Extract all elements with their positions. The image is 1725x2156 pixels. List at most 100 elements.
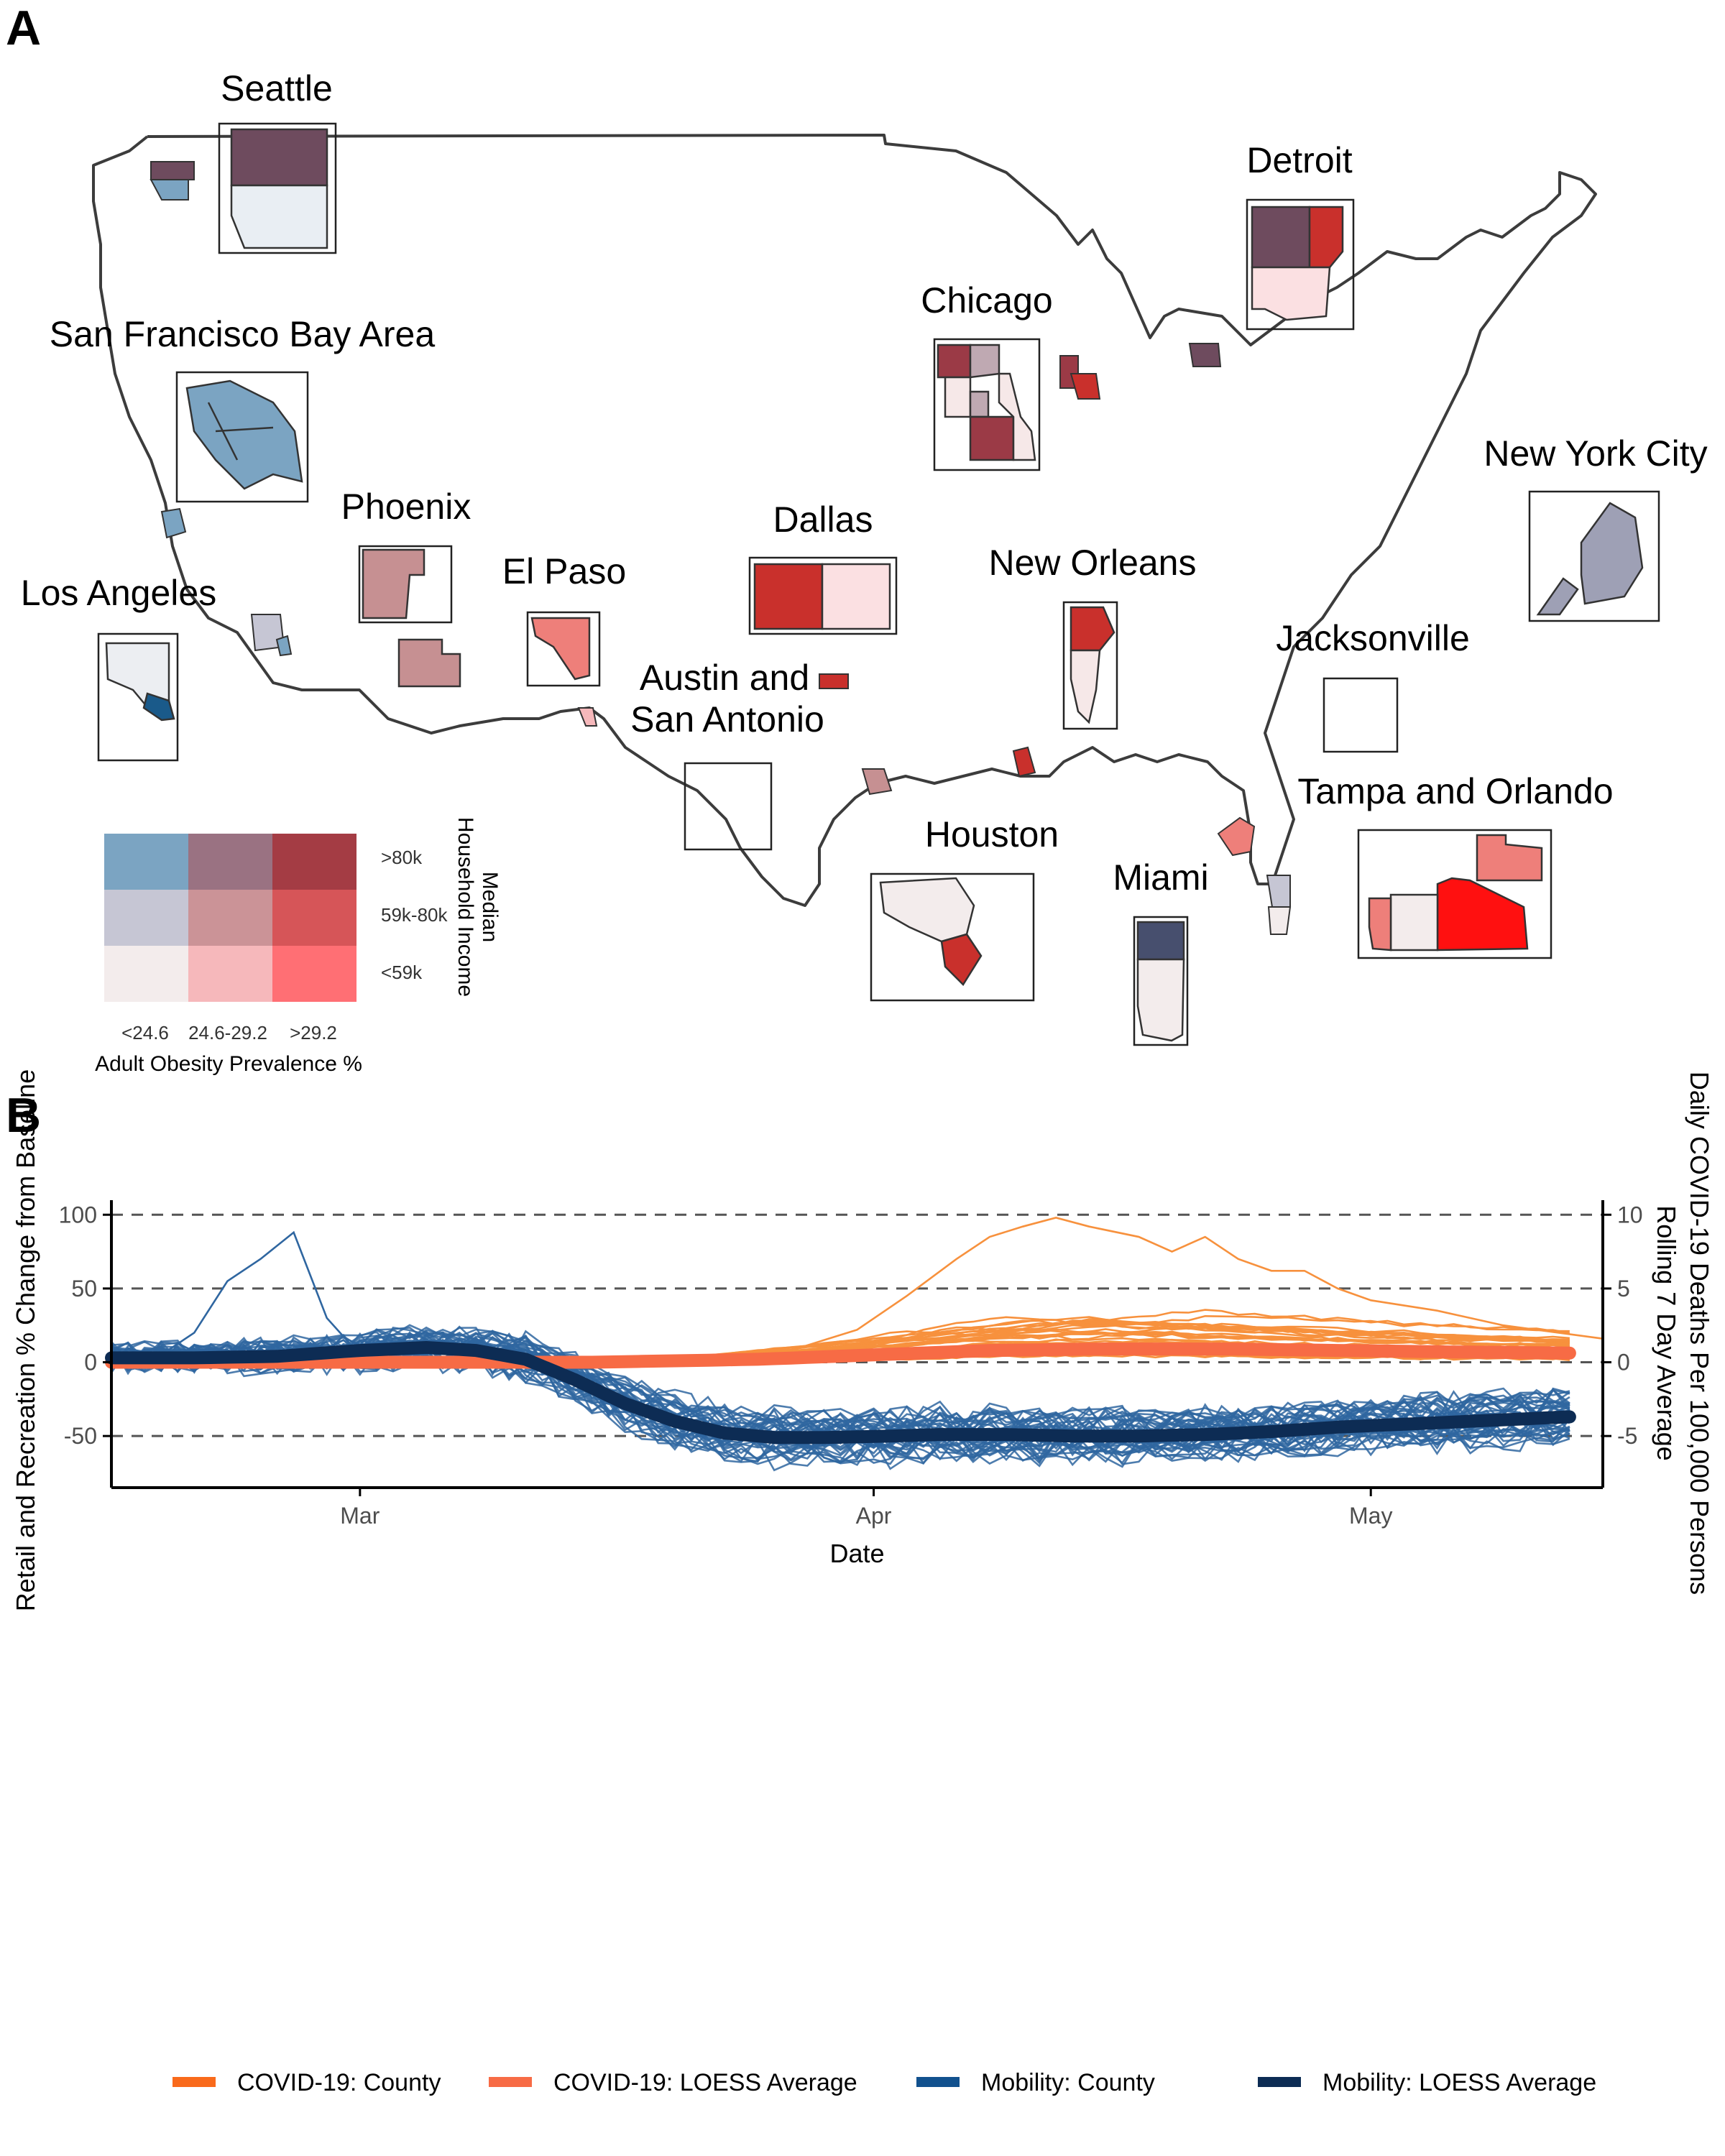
county-shape [940,933,983,986]
county-shape [969,415,1015,461]
x-tick-label: Apr [856,1503,892,1529]
y-axis-title: Retail and Recreation % Change from Base… [11,1069,40,1611]
legend-swatch [489,2077,532,2087]
chart-legend: COVID-19: County COVID-19: LOESS Average M… [172,2069,1596,2096]
county-shape [150,179,189,201]
county-shape [230,128,328,187]
county-shape [1436,877,1529,952]
city-inset-phoenix [358,545,461,688]
y-tick-label: 50 [71,1276,97,1302]
county-shape [1308,206,1344,269]
county-shape [1580,502,1644,605]
city-inset-miami [1133,875,1292,1046]
x-tick-label: May [1349,1503,1392,1529]
county-shape [1536,577,1579,616]
income-label-mid: 59k-80k [381,904,448,926]
bivariate-cell [272,834,356,890]
county-shape [185,379,303,490]
county-shape [1389,893,1439,952]
county-shape [362,548,426,619]
mobility-county-line [160,1230,361,1356]
city-label-phoenix: Phoenix [341,487,472,527]
city-inset-neworleans [1012,601,1118,778]
county-shape [861,768,893,796]
city-label-austin-2: San Antonio [630,699,824,740]
y2-tick-label: 10 [1617,1202,1643,1227]
city-label-jacksonville: Jacksonville [1276,618,1470,658]
county-shape [230,184,328,249]
county-shape [819,673,849,689]
city-label-la: Los Angeles [21,573,216,613]
legend-swatch [916,2077,960,2087]
mobility-loess-line [105,1341,1576,1445]
city-label-houston: Houston [925,814,1059,854]
county-shape [142,692,175,722]
city-inset-elpaso [526,611,601,727]
y-tick-label: -50 [64,1423,97,1449]
legend-label: COVID-19: LOESS Average [553,2069,857,2096]
county-shape [879,877,975,943]
bivariate-cell [272,890,356,946]
city-label-seattle: Seattle [221,68,333,109]
county-shape [1251,206,1311,269]
panel-b-label: B [6,1088,41,1143]
city-inset-houston [861,768,1035,1002]
covid-loess-line [105,1342,1576,1369]
bivariate-cell [104,946,188,1002]
city-label-austin-1: Austin and [640,658,809,698]
county-shape [275,635,293,657]
city-inset-chicago [933,338,1101,471]
county-shape [969,390,990,418]
y2-tick-label: -5 [1617,1423,1637,1449]
county-shape [1070,649,1101,724]
y2-tick-label: 5 [1617,1276,1630,1302]
city-inset-jacksonville [1322,677,1399,753]
city-label-detroit: Detroit [1246,140,1352,180]
county-shape [1070,606,1116,652]
city-inset-dallas [748,556,898,689]
county-shape [1070,373,1101,400]
county-shape [1266,875,1291,908]
county-shape [944,376,972,418]
y2-tick-label: 0 [1617,1350,1630,1376]
county-shape [998,372,1036,461]
bivariate-cell [272,946,356,1002]
legend-swatch [1258,2077,1301,2087]
county-shape [1267,906,1292,935]
x-axis-title: Date [829,1539,884,1568]
y2-axis-title-line1: Daily COVID-19 Deaths Per 100,000 Person… [1685,1072,1714,1595]
obesity-label-mid: 24.6-29.2 [188,1022,267,1044]
city-label-chicago: Chicago [921,280,1052,321]
city-inset-sf [160,371,309,539]
bivariate-cell [188,946,272,1002]
income-label-high: >80k [381,847,423,868]
bivariate-cell [188,834,272,890]
y2-axis-title-line2: Rolling 7 Day Average [1652,1205,1681,1461]
county-shape [150,161,195,180]
y-tick-label: 100 [59,1202,97,1227]
legend-label: COVID-19: County [237,2069,441,2096]
county-shape [397,638,461,688]
income-title-1: Median [478,872,502,942]
county-shape [1476,834,1543,882]
bivariate-cell [104,890,188,946]
income-label-low: <59k [381,962,423,983]
city-label-nyc: New York City [1484,433,1707,474]
city-label-dallas: Dallas [773,499,873,540]
bivariate-cell [104,834,188,890]
covid-county-line [707,1217,1604,1363]
city-inset-la [97,614,293,762]
county-shape [1217,816,1256,857]
obesity-label-low: <24.6 [121,1022,169,1044]
county-shape [577,707,598,727]
obesity-title: Adult Obesity Prevalence % [95,1052,362,1076]
county-shape [160,507,187,539]
county-shape [1251,266,1331,321]
city-inset-tampa [1217,816,1552,959]
city-inset-austin [684,762,773,851]
us-outline-map [92,134,1597,907]
county-shape [1188,343,1222,367]
city-label-miami: Miami [1113,857,1208,898]
